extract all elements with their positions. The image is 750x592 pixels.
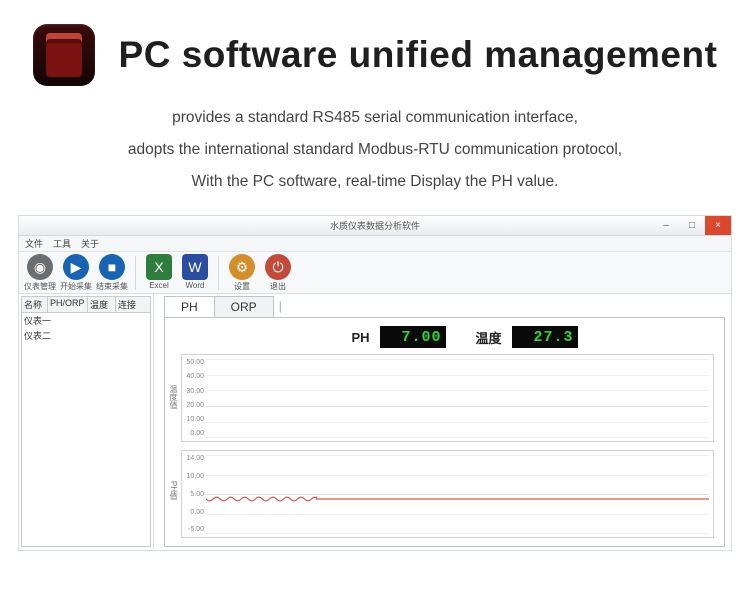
temp-label: 温度 <box>476 328 502 347</box>
desc-line-1: provides a standard RS485 serial communi… <box>40 102 710 134</box>
tab-spacer: | <box>273 296 288 317</box>
Word-icon: W <box>182 254 208 280</box>
toolbar-separator <box>218 256 219 290</box>
toolbar-label: 设置 <box>234 281 250 292</box>
desc-line-3: With the PC software, real-time Display … <box>40 166 710 198</box>
ph-chart: PH值 14.0010.005.000.00-5.00 <box>181 450 714 538</box>
toolbar-separator <box>135 256 136 290</box>
tab-body: PH 7.00 温度 27.3 温度值 50.0040.0030.0020.00… <box>164 317 725 547</box>
toolbar-Word[interactable]: WWord <box>178 254 212 290</box>
tab-orp[interactable]: ORP <box>214 296 274 317</box>
list-item[interactable]: 仪表一 <box>22 313 150 328</box>
ph-chart-line <box>206 489 709 509</box>
ph-chart-ylabel: PH值 <box>168 481 179 500</box>
Excel-icon: X <box>146 254 172 280</box>
menubar: 文件 工具 关于 <box>19 236 731 252</box>
instrument-list-header: 名称 PH/ORP 温度 连接 <box>21 296 151 313</box>
toolbar-label: 仪表管理 <box>24 281 56 292</box>
temp-chart: 温度值 50.0040.0030.0020.0010.000.00 <box>181 354 714 442</box>
toolbar-结束采集[interactable]: ■结束采集 <box>95 254 129 292</box>
temp-chart-ylabel: 温度值 <box>168 385 179 409</box>
toolbar-Excel[interactable]: XExcel <box>142 254 176 290</box>
toolbar: ◉仪表管理▶开始采集■结束采集XExcelWWord⚙设置⏻退出 <box>19 252 731 294</box>
toolbar-开始采集[interactable]: ▶开始采集 <box>59 254 93 292</box>
instrument-list-body: 仪表一 仪表二 <box>21 313 151 547</box>
设置-icon: ⚙ <box>229 254 255 280</box>
ph-label: PH <box>351 330 369 345</box>
content-pane: PH ORP | PH 7.00 温度 27.3 温度值 50.0040.003… <box>154 294 731 550</box>
退出-icon: ⏻ <box>265 254 291 280</box>
minimize-button[interactable]: – <box>653 216 679 235</box>
instrument-list-pane: 名称 PH/ORP 温度 连接 仪表一 仪表二 <box>19 294 154 550</box>
close-button[interactable]: × <box>705 216 731 235</box>
col-name: 名称 <box>22 297 48 312</box>
temp-value-display: 27.3 <box>512 326 578 348</box>
titlebar: 水质仪表数据分析软件 – □ × <box>19 216 731 236</box>
app-icon <box>33 24 95 86</box>
toolbar-label: Excel <box>149 281 169 290</box>
toolbar-label: 结束采集 <box>96 281 128 292</box>
仪表管理-icon: ◉ <box>27 254 53 280</box>
结束采集-icon: ■ <box>99 254 125 280</box>
tab-ph[interactable]: PH <box>164 296 215 317</box>
description: provides a standard RS485 serial communi… <box>0 96 750 215</box>
toolbar-label: 退出 <box>270 281 286 292</box>
ph-value-display: 7.00 <box>380 326 446 348</box>
desc-line-2: adopts the international standard Modbus… <box>40 134 710 166</box>
toolbar-设置[interactable]: ⚙设置 <box>225 254 259 292</box>
list-item[interactable]: 仪表二 <box>22 328 150 343</box>
menu-file[interactable]: 文件 <box>25 237 43 250</box>
app-window: 水质仪表数据分析软件 – □ × 文件 工具 关于 ◉仪表管理▶开始采集■结束采… <box>18 215 732 551</box>
col-conn: 连接 <box>116 297 144 312</box>
toolbar-label: Word <box>186 281 205 290</box>
col-temp: 温度 <box>88 297 116 312</box>
maximize-button[interactable]: □ <box>679 216 705 235</box>
app-icon-inner <box>46 33 82 77</box>
toolbar-label: 开始采集 <box>60 281 92 292</box>
menu-about[interactable]: 关于 <box>81 237 99 250</box>
window-title: 水质仪表数据分析软件 <box>19 219 731 232</box>
col-phorp: PH/ORP <box>48 297 88 312</box>
hero-title: PC software unified management <box>119 34 718 76</box>
toolbar-仪表管理[interactable]: ◉仪表管理 <box>23 254 57 292</box>
开始采集-icon: ▶ <box>63 254 89 280</box>
readout-row: PH 7.00 温度 27.3 <box>215 326 714 348</box>
toolbar-退出[interactable]: ⏻退出 <box>261 254 295 292</box>
menu-tools[interactable]: 工具 <box>53 237 71 250</box>
